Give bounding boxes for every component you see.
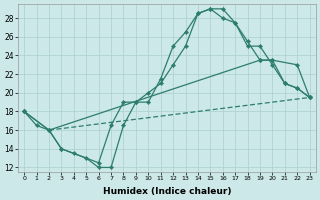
X-axis label: Humidex (Indice chaleur): Humidex (Indice chaleur) <box>103 187 231 196</box>
